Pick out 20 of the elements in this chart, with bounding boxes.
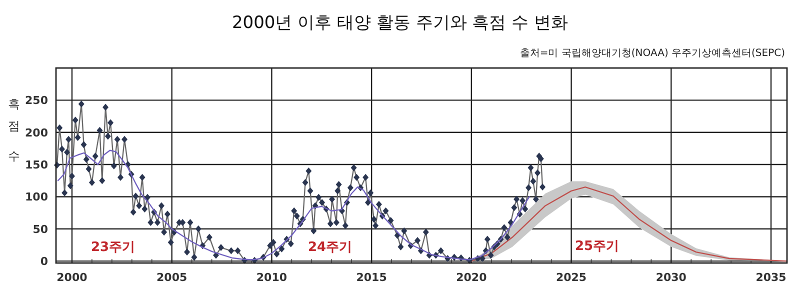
source-note: 출처=미 국립해양대기청(NOAA) 우주기상예측센터(SEPC) bbox=[520, 48, 786, 59]
y-tick-label: 0 bbox=[40, 255, 48, 268]
x-tick-label: 2030 bbox=[656, 271, 687, 284]
x-tick-label: 2025 bbox=[556, 271, 587, 284]
x-tick-label: 2010 bbox=[256, 271, 288, 284]
chart-title: 2000년 이후 태양 활동 주기와 흑점 수 변화 bbox=[232, 13, 568, 33]
annotation: 23주기 bbox=[90, 240, 136, 255]
annotation: 25주기 bbox=[574, 239, 620, 254]
y-tick-label: 250 bbox=[25, 94, 48, 108]
text: 흑점 수 bbox=[8, 97, 20, 163]
x-tick-label: 2035 bbox=[756, 271, 786, 284]
y-tick-label: 150 bbox=[25, 158, 48, 172]
annotation: 24주기 bbox=[308, 240, 352, 255]
y-tick-label: 200 bbox=[25, 126, 48, 140]
y-tick-label: 100 bbox=[25, 190, 48, 204]
y-tick-label: 50 bbox=[32, 222, 48, 236]
x-tick-label: 2005 bbox=[156, 271, 188, 284]
x-tick-label: 2015 bbox=[356, 271, 387, 284]
x-tick-label: 2020 bbox=[456, 271, 488, 284]
x-tick-label: 2000 bbox=[56, 271, 88, 284]
